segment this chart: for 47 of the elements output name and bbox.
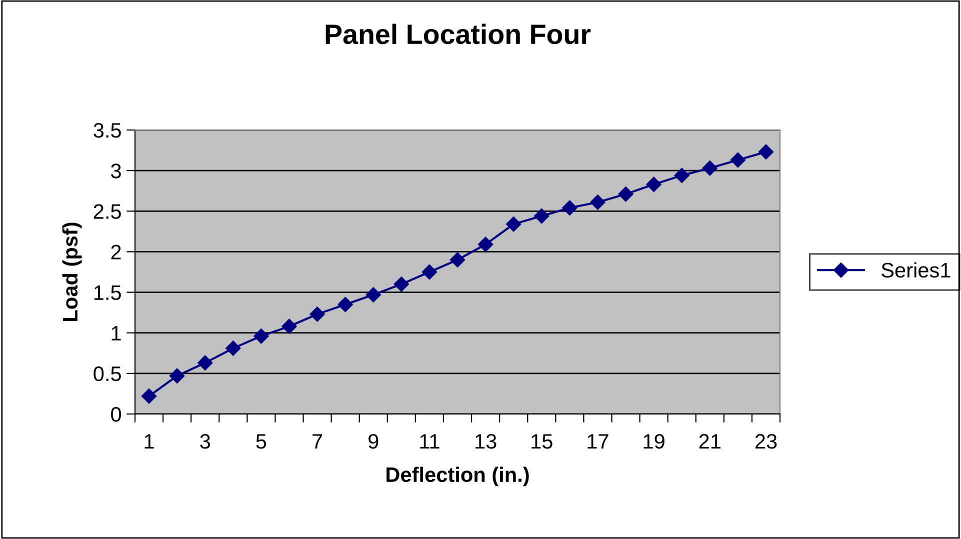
point [646, 176, 662, 192]
y-tick-label: 2.5 [94, 204, 121, 219]
point [758, 144, 774, 160]
point [506, 216, 522, 232]
point [198, 355, 213, 370]
point [562, 200, 578, 216]
y-tick-label: 0 [111, 407, 121, 422]
point [282, 318, 297, 334]
point [674, 168, 690, 184]
y-tick-label: 3 [111, 164, 121, 178]
point [534, 208, 550, 224]
x-tick-label: 7 [312, 434, 322, 449]
point [590, 194, 606, 210]
point [730, 152, 746, 168]
point [702, 160, 718, 176]
y-axis-title: Load (psf) [62, 222, 82, 321]
x-tick-label: 19 [644, 434, 664, 449]
point [450, 252, 466, 268]
y-tick-label: 1 [112, 326, 121, 340]
x-tick-label: 13 [476, 434, 496, 449]
point [478, 236, 494, 252]
x-tick-label: 5 [256, 434, 266, 449]
point [394, 276, 409, 292]
x-tick-label: 9 [368, 434, 378, 449]
point [310, 306, 325, 322]
x-tick-label: 15 [532, 434, 552, 449]
chart-title: Panel Location Four [326, 24, 591, 44]
point [366, 287, 381, 302]
x-tick-label: 21 [699, 434, 720, 449]
x-tick-label: 23 [755, 434, 777, 449]
x-tick-label: 1 [144, 434, 154, 449]
point [141, 388, 157, 404]
point [618, 186, 634, 202]
point [338, 296, 353, 312]
y-tick-label: 1.5 [94, 286, 121, 300]
point [169, 368, 185, 384]
y-tick-label: 2 [111, 244, 121, 260]
x-axis-title: Deflection (in.) [386, 466, 529, 486]
y-tick-label: 3.5 [94, 123, 121, 138]
legend-label: Series1 [882, 262, 950, 278]
x-tick-label: 3 [200, 434, 210, 449]
point [254, 328, 269, 344]
x-tick-label: 11 [420, 434, 440, 449]
x-tick-label: 17 [588, 434, 608, 449]
y-tick-label: 0.5 [94, 366, 121, 382]
point [226, 340, 241, 356]
point [422, 264, 438, 280]
